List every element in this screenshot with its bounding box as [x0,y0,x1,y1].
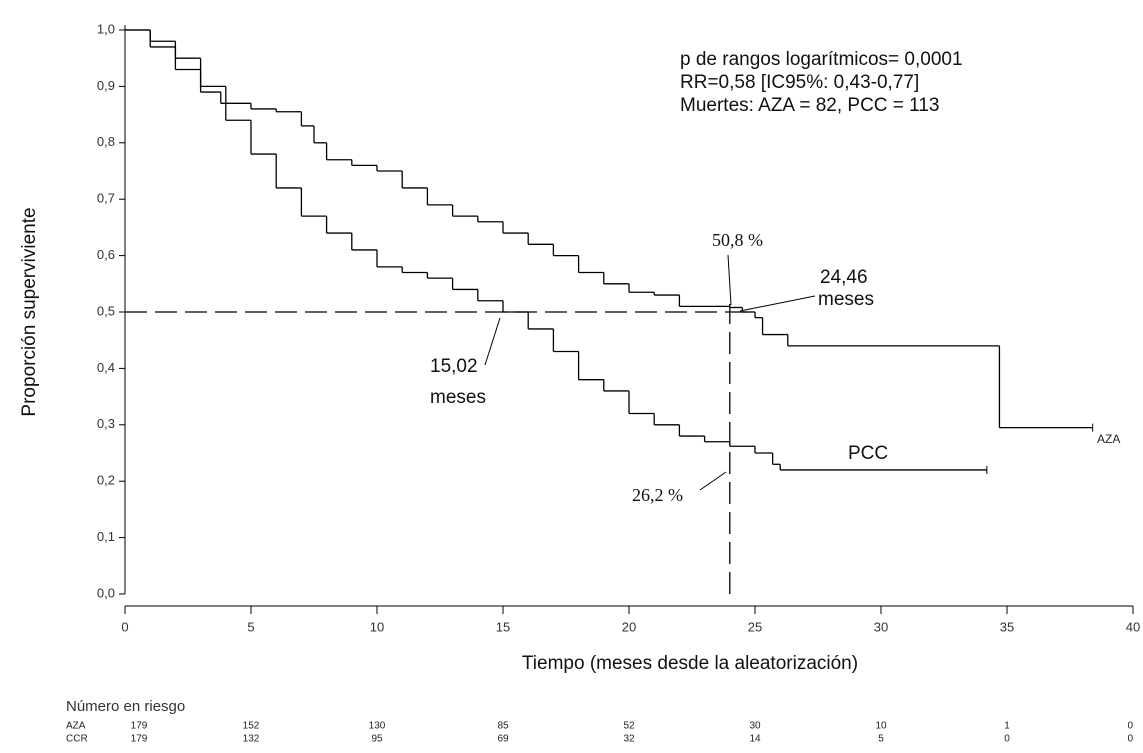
risk-value: 52 [623,721,635,732]
risk-value: 14 [749,734,761,745]
y-tick-label: 0,1 [97,529,115,544]
risk-value: 32 [623,734,635,745]
leader-line [739,295,816,312]
risk-title: Número en riesgo [66,698,185,715]
series-label: AZA [1097,432,1120,446]
annotation: Muertes: AZA = 82, PCC = 113 [680,95,939,116]
risk-value: 10 [875,721,887,732]
y-tick-label: 0,0 [97,585,115,600]
risk-row-label: AZA [66,721,86,732]
series-label: PCC [848,443,888,464]
x-tick-label: 40 [1126,619,1140,634]
annotation: 26,2 % [632,485,683,505]
risk-value: 132 [243,734,260,745]
annotation: meses [430,387,486,408]
y-tick-label: 1,0 [97,21,115,36]
y-axis-label: Proporción superviviente [19,207,40,416]
x-tick-label: 25 [748,619,762,634]
annotation: 50,8 % [712,230,763,250]
x-tick-label: 0 [121,619,128,634]
x-axis-label: Tiempo (meses desde la aleatorización) [522,653,858,674]
risk-value: 30 [749,721,761,732]
leader-line [727,254,732,306]
risk-value: 130 [369,721,386,732]
risk-value: 5 [878,734,884,745]
x-tick-label: 30 [874,619,888,634]
x-tick-label: 35 [1000,619,1014,634]
x-tick-label: 15 [496,619,510,634]
risk-value: 152 [243,721,260,732]
annotation: RR=0,58 [IC95%: 0,43-0,77] [680,72,919,93]
y-tick-label: 0,4 [97,360,115,375]
risk-value: 1 [1004,721,1010,732]
risk-row-label: CCR [66,734,88,745]
y-tick-label: 0,6 [97,247,115,262]
y-tick-label: 0,5 [97,303,115,318]
risk-value: 179 [131,734,148,745]
y-tick-label: 0,3 [97,416,115,431]
annotation: p de rangos logarítmicos= 0,0001 [680,49,963,70]
leader-line [484,317,501,366]
x-tick-label: 5 [247,619,254,634]
risk-value: 85 [497,721,509,732]
y-tick-label: 0,8 [97,134,115,149]
risk-value: 0 [1004,734,1010,745]
x-tick-label: 20 [622,619,636,634]
y-tick-label: 0,2 [97,473,115,488]
risk-value: 0 [1127,721,1133,732]
y-tick-label: 0,7 [97,191,115,206]
risk-value: 69 [497,734,509,745]
annotation: 24,46 [820,267,868,288]
annotation: 15,02 [430,356,478,377]
x-tick-label: 10 [370,619,384,634]
leader-line [699,471,727,491]
annotation: meses [818,289,874,310]
risk-value: 179 [131,721,148,732]
risk-value: 95 [371,734,383,745]
risk-value: 0 [1127,734,1133,745]
y-tick-label: 0,9 [97,78,115,93]
